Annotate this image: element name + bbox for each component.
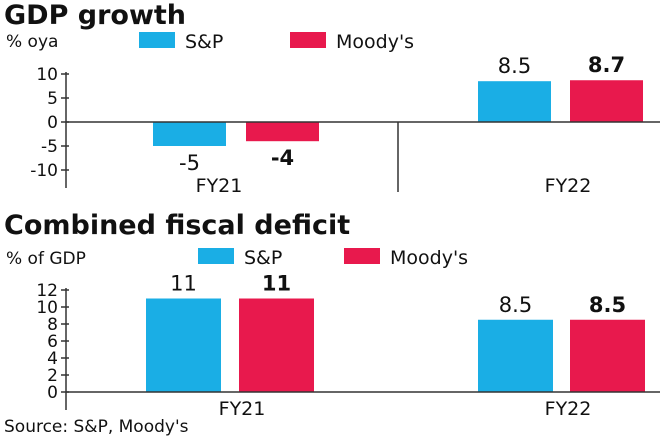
legend-swatch-sp — [198, 248, 234, 264]
bar-moodys-fy22 — [570, 80, 643, 122]
data-label: 8.5 — [499, 293, 532, 317]
legend-label-moodys: Moody's — [390, 247, 468, 269]
y-tick-label: -10 — [30, 161, 58, 181]
x-category-label: FY22 — [545, 175, 592, 197]
data-label: -5 — [179, 151, 200, 175]
y-tick-label: 2 — [47, 366, 58, 386]
chart-title: GDP growth — [4, 0, 186, 31]
bar-moodys-fy21 — [246, 122, 319, 142]
legend-swatch-sp — [139, 32, 175, 48]
legend-label-sp: S&P — [185, 31, 223, 53]
y-tick-label: 0 — [47, 113, 58, 133]
y-tick-label: 10 — [36, 298, 58, 318]
bar-sp-fy21 — [146, 298, 221, 392]
y-tick-label: 8 — [47, 315, 58, 335]
y-tick-label: 0 — [47, 383, 58, 403]
y-tick-label: 6 — [47, 332, 58, 352]
data-label: 11 — [262, 272, 291, 296]
chart-gdp-growth: GDP growth % oya S&P Moody's 10 5 0 -5 -10 -5… — [4, 0, 660, 197]
legend-label-moodys: Moody's — [336, 31, 414, 53]
legend-label-sp: S&P — [244, 247, 282, 269]
data-label: 11 — [170, 272, 197, 296]
data-label: 8.5 — [589, 293, 626, 317]
x-category-label: FY21 — [196, 175, 243, 197]
chart-title: Combined fiscal deficit — [4, 210, 350, 241]
chart-fiscal-deficit: Combined fiscal deficit % of GDP S&P Moo… — [4, 210, 660, 420]
x-category-label: FY21 — [219, 398, 266, 420]
y-tick-label: 4 — [47, 349, 58, 369]
legend-swatch-moodys — [344, 248, 380, 264]
y-tick-label: -5 — [41, 137, 58, 157]
y-tick-label: 10 — [36, 65, 58, 85]
y-tick-label: 5 — [47, 89, 58, 109]
data-label: 8.7 — [588, 53, 625, 77]
y-tick-label: 12 — [36, 281, 58, 301]
plot-area: 10 5 0 -5 -10 -5 8.5 -4 8.7 FY21 FY22 — [30, 53, 660, 197]
bar-sp-fy21 — [153, 122, 226, 146]
bar-moodys-fy21 — [239, 298, 314, 392]
source-note: Source: S&P, Moody's — [4, 417, 189, 437]
data-label: -4 — [271, 146, 294, 170]
x-category-label: FY22 — [545, 398, 592, 420]
bar-sp-fy22 — [478, 319, 553, 392]
legend-swatch-moodys — [290, 32, 326, 48]
bar-moodys-fy22 — [570, 319, 645, 392]
data-label: 8.5 — [498, 54, 531, 78]
bar-sp-fy22 — [478, 81, 551, 122]
unit-label: % oya — [6, 32, 58, 52]
unit-label: % of GDP — [6, 249, 86, 269]
